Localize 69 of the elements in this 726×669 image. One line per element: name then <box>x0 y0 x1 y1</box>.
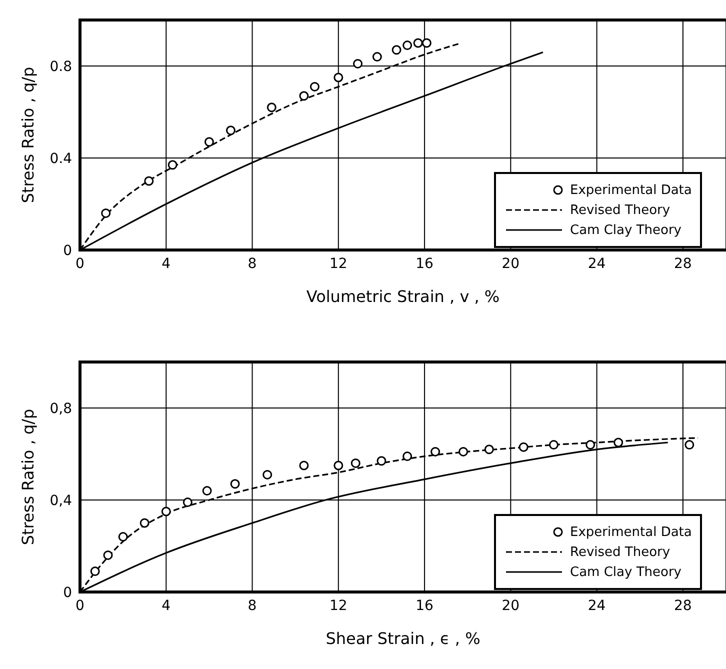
point <box>144 176 154 186</box>
point <box>402 40 412 50</box>
point <box>350 458 360 468</box>
x-tick-label: 0 <box>76 598 84 614</box>
x-tick-label: 28 <box>674 598 692 614</box>
point <box>353 58 363 68</box>
x-tick-label: 20 <box>502 256 520 272</box>
point <box>140 518 150 528</box>
x-tick-label: 8 <box>248 598 257 614</box>
x-axis-title: Shear Strain , ϵ , % <box>326 629 480 648</box>
point <box>204 137 214 147</box>
x-tick-label: 16 <box>416 598 434 614</box>
x-tick-label: 4 <box>162 256 171 272</box>
point <box>299 460 309 470</box>
legend-label: Experimental Data <box>570 182 692 198</box>
point <box>310 82 320 92</box>
x-tick-label: 24 <box>588 598 606 614</box>
point <box>614 438 624 448</box>
legend-label: Cam Clay Theory <box>570 564 682 580</box>
x-tick-label: 8 <box>248 256 257 272</box>
point <box>118 532 128 542</box>
point <box>182 498 192 508</box>
point <box>230 479 240 489</box>
y-tick-label: 0.4 <box>50 150 72 167</box>
point <box>161 506 171 516</box>
point <box>103 550 113 560</box>
point <box>684 440 694 450</box>
x-tick-label: 12 <box>329 256 348 272</box>
y-tick-label: 0 <box>63 242 72 259</box>
point <box>266 102 276 112</box>
y-tick-label: 0,8 <box>50 400 72 417</box>
point <box>422 38 432 48</box>
y-tick-label: 0.8 <box>50 58 72 75</box>
point <box>299 91 309 101</box>
point <box>101 208 111 218</box>
legend-label: Cam Clay Theory <box>570 222 682 238</box>
x-tick-label: 20 <box>502 598 520 614</box>
x-axis-title: Volumetric Strain , v , % <box>306 287 500 306</box>
point <box>226 126 236 136</box>
point <box>484 444 494 454</box>
x-tick-label: 0 <box>76 256 84 272</box>
point <box>202 486 212 496</box>
point <box>168 160 178 170</box>
point <box>262 470 272 480</box>
point <box>392 45 402 55</box>
point <box>402 452 412 462</box>
y-tick-label: 0 <box>63 584 72 601</box>
point <box>90 566 100 576</box>
point <box>430 446 440 456</box>
point <box>334 72 344 82</box>
point <box>376 456 386 466</box>
point <box>548 440 558 450</box>
x-tick-label: 4 <box>162 598 171 614</box>
y-axis-title: Stress Ratio , q/p <box>18 408 38 546</box>
legend-label: Revised Theory <box>570 202 670 218</box>
point <box>334 460 344 470</box>
point <box>518 442 528 452</box>
legend-label: Revised Theory <box>570 544 670 560</box>
point <box>458 446 468 456</box>
point <box>586 440 596 450</box>
x-tick-label: 16 <box>416 256 434 272</box>
legend-label: Experimental Data <box>570 524 692 540</box>
point <box>372 52 382 62</box>
x-tick-label: 12 <box>329 598 348 614</box>
point <box>413 38 423 48</box>
x-tick-label: 24 <box>588 256 606 272</box>
x-tick-label: 28 <box>674 256 692 272</box>
y-axis-title: Stress Ratio , q/p <box>18 66 38 204</box>
y-tick-label: 0,4 <box>50 492 72 509</box>
